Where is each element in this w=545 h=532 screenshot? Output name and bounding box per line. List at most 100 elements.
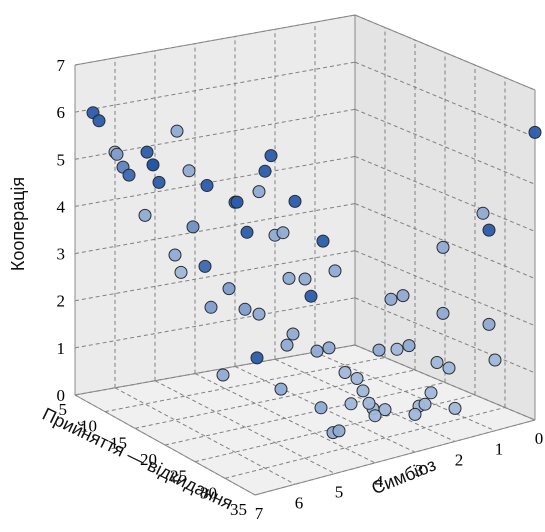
x-tick-label: 15: [110, 433, 127, 452]
data-point: [182, 164, 196, 178]
z-tick-label: 7: [57, 56, 66, 75]
x-tick-label: 20: [140, 450, 157, 469]
x-tick-label: 25: [170, 467, 187, 486]
y-tick-label: 0: [535, 429, 544, 448]
data-point: [424, 386, 438, 400]
data-point: [222, 282, 236, 296]
data-point: [282, 271, 296, 285]
edge: [74, 14, 356, 66]
data-point: [338, 366, 352, 379]
data-point: [264, 149, 278, 163]
y-tick-label: 6: [295, 493, 304, 512]
grid-z-side: [354, 297, 536, 374]
y-tick-label: 5: [335, 483, 344, 502]
data-point: [186, 220, 200, 234]
data-point: [230, 195, 244, 209]
grid-z-back: [74, 155, 356, 207]
z-tick-label: 4: [57, 197, 66, 216]
z-tick-label: 6: [57, 103, 66, 122]
data-point: [328, 264, 342, 278]
data-point: [216, 368, 230, 382]
data-point: [482, 317, 496, 331]
y-tick-label: 4: [375, 472, 384, 491]
x-tick-label: 30: [200, 483, 217, 502]
data-point: [408, 407, 422, 421]
data-point: [204, 300, 218, 314]
z-tick-label: 2: [57, 292, 66, 311]
data-point: [238, 302, 252, 316]
grid-x-floor: [134, 369, 416, 429]
data-point: [314, 401, 328, 415]
data-point: [174, 265, 188, 279]
data-point: [276, 226, 290, 240]
data-point: [356, 384, 370, 398]
data-point: [122, 168, 136, 182]
data-point: [390, 342, 404, 356]
data-point: [298, 272, 312, 286]
data-point: [430, 356, 444, 369]
edge: [354, 14, 536, 91]
data-point: [528, 125, 542, 139]
data-point: [332, 424, 346, 438]
edge: [354, 344, 536, 421]
y-tick-label: 1: [495, 440, 504, 459]
data-point: [448, 401, 462, 415]
data-point: [146, 158, 160, 172]
data-point: [442, 361, 456, 375]
x-tick-label: 10: [80, 417, 97, 436]
z-axis-label: Кооперація: [8, 177, 28, 271]
data-point: [362, 396, 376, 410]
edge: [74, 394, 256, 496]
grid-z-back: [74, 250, 356, 302]
data-point: [310, 344, 324, 358]
data-point: [350, 372, 364, 385]
grid-x-floor: [164, 382, 446, 446]
data-point: [378, 403, 392, 417]
data-point: [252, 307, 266, 321]
data-point: [286, 327, 300, 341]
z-tick-label: 3: [57, 245, 66, 264]
data-point: [252, 185, 266, 199]
data-point: [436, 306, 450, 320]
data-point: [200, 179, 214, 192]
z-tick-label: 1: [57, 339, 66, 358]
grid-x-floor: [224, 407, 506, 479]
data-point: [396, 289, 410, 303]
grid-y-floor: [114, 387, 296, 485]
y-tick-label: 3: [415, 461, 424, 480]
data-point: [402, 339, 416, 353]
data-point: [240, 225, 254, 239]
data-point: [170, 124, 184, 138]
data-point: [322, 341, 336, 355]
data-point: [288, 194, 302, 208]
data-point: [92, 114, 106, 128]
x-tick-label: 5: [59, 400, 68, 419]
grid-z-side: [354, 155, 536, 232]
z-tick-label: 5: [57, 150, 66, 169]
back-pane: [75, 15, 355, 395]
data-point: [344, 397, 358, 411]
edge: [74, 344, 356, 396]
data-point: [274, 382, 288, 396]
x-tick-label: 35: [230, 500, 247, 519]
grid-z-back: [74, 297, 356, 349]
grid-z-back: [74, 61, 356, 113]
data-point: [488, 353, 502, 367]
data-point: [258, 164, 272, 178]
data-point: [250, 351, 264, 365]
data-point: [368, 409, 382, 423]
data-point: [280, 338, 294, 352]
data-point: [372, 343, 386, 357]
data-point: [384, 292, 398, 306]
data-point: [418, 397, 432, 411]
data-point: [110, 147, 124, 161]
data-point: [304, 289, 318, 303]
data-point: [482, 223, 496, 237]
z-tick-label: 0: [57, 386, 66, 405]
y-tick-label: 7: [255, 504, 264, 523]
grid-z-back: [74, 108, 356, 160]
grid-x-floor: [104, 357, 386, 413]
y-tick-label: 2: [455, 450, 464, 469]
edge: [254, 419, 536, 496]
